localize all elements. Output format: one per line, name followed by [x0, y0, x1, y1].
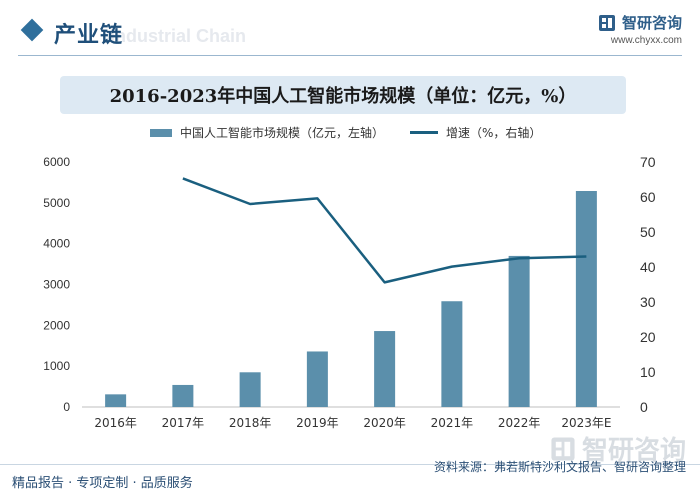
- y-right-tick-label: 40: [640, 259, 656, 275]
- y-right-tick-label: 20: [640, 329, 656, 345]
- footer-divider: [0, 464, 700, 465]
- brand-logo-icon: [598, 14, 615, 31]
- x-tick-label: 2022年: [498, 416, 541, 430]
- footer-slogan: 精品报告 · 专项定制 · 品质服务: [12, 476, 193, 491]
- growth-line: [182, 177, 587, 284]
- legend-swatch-bar: [150, 128, 172, 137]
- bar: [441, 301, 463, 407]
- legend-label-line: 增速（%，右轴）: [446, 126, 542, 140]
- bar: [374, 331, 396, 407]
- x-tick-label: 2017年: [162, 416, 205, 430]
- y-left-tick-label: 1000: [43, 359, 70, 373]
- legend-label-bar: 中国人工智能市场规模（亿元，左轴）: [180, 126, 385, 140]
- x-tick-label: 2019年: [296, 416, 339, 430]
- y-left-tick-label: 3000: [43, 278, 70, 292]
- diamond-icon: [20, 18, 44, 42]
- chart-plot: 0 1000 2000 3000 4000 5000 6000 0 10 20 30 40 50 60 70…: [43, 154, 656, 430]
- x-tick-label: 2020年: [363, 416, 406, 430]
- y-left-tick-label: 2000: [43, 318, 70, 332]
- footer-source: 资料来源：弗若斯特沙利文报告、智研咨询整理: [433, 460, 686, 474]
- header-watermark: Industrial Chain: [110, 26, 247, 46]
- watermark-logo-icon: [551, 436, 575, 461]
- y-right-tick-label: 30: [640, 294, 656, 310]
- bar: [239, 372, 261, 407]
- legend-item-bar: 中国人工智能市场规模（亿元，左轴）: [150, 124, 384, 141]
- chart-title: 2016-2023年中国人工智能市场规模（单位：亿元，%）: [109, 86, 577, 107]
- bar: [575, 190, 597, 407]
- y-left-tick-label: 0: [63, 400, 70, 414]
- bar: [508, 255, 530, 407]
- legend-swatch-line: [410, 131, 439, 134]
- footer-watermark-text: 智研咨询: [581, 436, 686, 466]
- y-right-tick-label: 0: [640, 399, 648, 415]
- chart-title-bar: 2016-2023年中国人工智能市场规模（单位：亿元，%）: [60, 76, 626, 114]
- x-tick-label: 2016年: [94, 416, 137, 430]
- footer-watermark: 智研咨询: [550, 430, 686, 467]
- x-tick-label: 2023年E: [561, 416, 611, 430]
- bar: [306, 351, 328, 407]
- y-left-tick-label: 5000: [43, 196, 70, 210]
- y-right-tick-label: 70: [640, 154, 656, 170]
- bar: [172, 384, 194, 407]
- x-tick-label: 2021年: [431, 416, 474, 430]
- brand: 智研咨询 www.chyxx.com: [598, 12, 682, 46]
- brand-url: www.chyxx.com: [610, 35, 682, 46]
- x-tick-label: 2018年: [229, 416, 272, 430]
- bar: [105, 394, 127, 407]
- y-right-tick-label: 10: [640, 364, 656, 380]
- header: Industrial Chain 产业链 智研咨询 www.chyxx.com: [0, 0, 700, 58]
- chart-legend: 中国人工智能市场规模（亿元，左轴） 增速（%，右轴）: [150, 124, 567, 141]
- y-left-tick-label: 6000: [43, 155, 70, 169]
- y-right-tick-label: 60: [640, 189, 656, 205]
- section-title: 产业链: [54, 23, 124, 48]
- header-divider: [18, 55, 682, 56]
- legend-item-line: 增速（%，右轴）: [410, 124, 541, 141]
- y-left-tick-label: 4000: [43, 237, 70, 251]
- brand-name: 智研咨询: [621, 14, 682, 32]
- y-right-tick-label: 50: [640, 224, 656, 240]
